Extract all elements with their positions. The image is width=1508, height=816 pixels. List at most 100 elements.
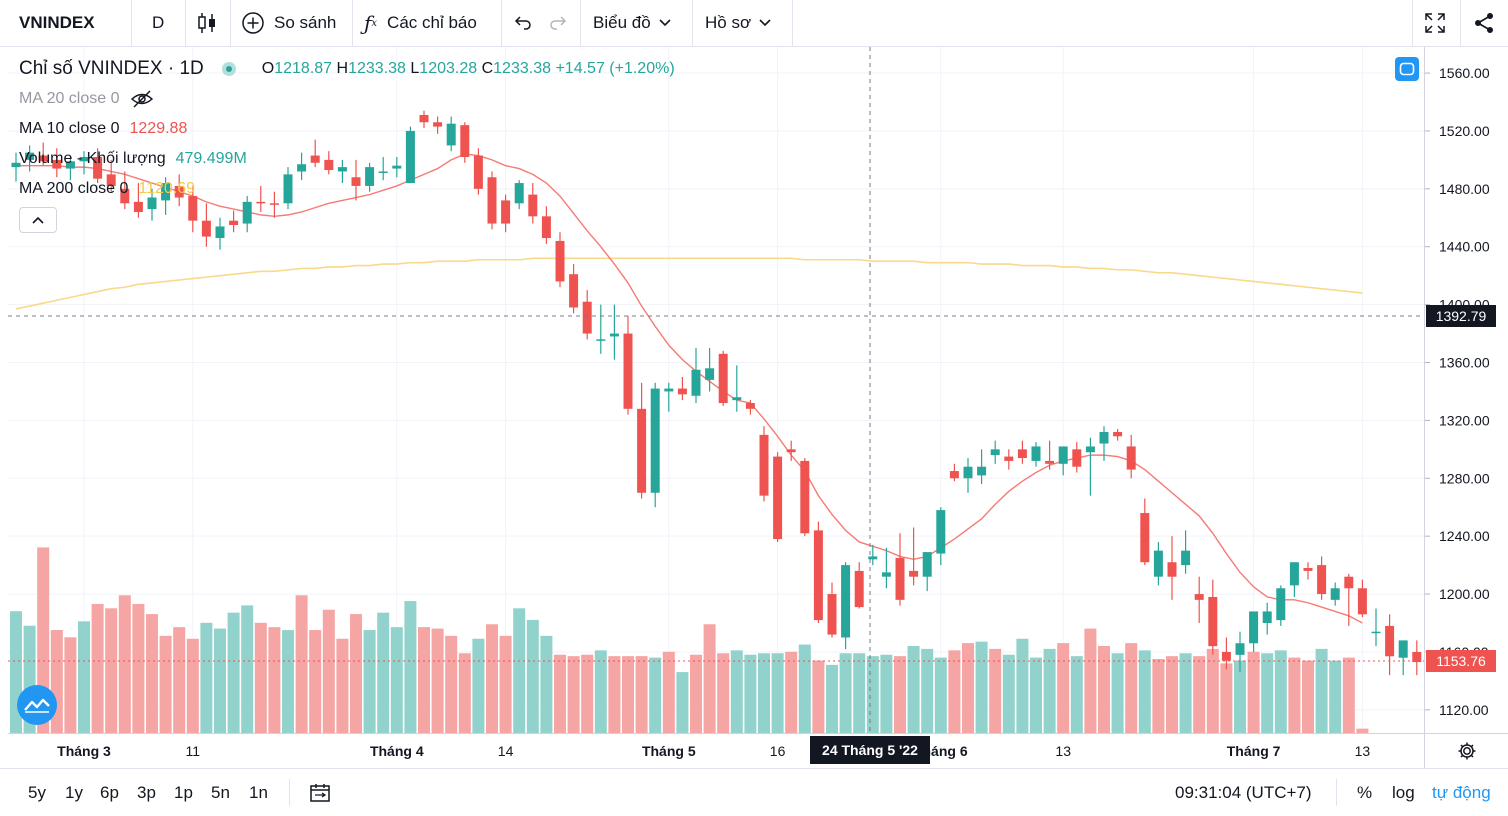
chart-pane[interactable] — [8, 47, 1435, 733]
ma10-value: 1229.88 — [129, 120, 188, 137]
volume-bar — [268, 627, 281, 733]
toolbar-divider — [185, 0, 186, 46]
candle — [705, 348, 715, 392]
time-scale[interactable]: Tháng 3 11 Tháng 4 14 Tháng 5 16 Tháng 6 13 Thán… — [8, 734, 1424, 768]
volume-legend[interactable]: Volume - Khối lượng 479.499M — [19, 148, 247, 170]
toolbar-divider — [501, 0, 502, 46]
log-scale-button[interactable]: log — [1392, 782, 1415, 802]
candle-body — [528, 194, 538, 217]
profile-menu-button[interactable]: Hồ sơ — [705, 0, 771, 46]
candle-body — [841, 565, 851, 638]
share-button[interactable] — [1473, 0, 1495, 46]
price-scale[interactable]: 1120.001160.001200.001240.001280.001320.… — [1425, 47, 1508, 733]
candle — [283, 167, 293, 210]
time-tick-label: 13 — [1355, 743, 1371, 759]
time-axis[interactable]: Tháng 3 11 Tháng 4 14 Tháng 5 16 Tháng 6 13 Thán… — [8, 733, 1424, 768]
symbol-search[interactable]: VNINDEX — [19, 13, 95, 32]
bottom-divider — [289, 779, 290, 806]
candle — [813, 521, 823, 624]
hidden-eye-icon[interactable] — [130, 90, 154, 108]
volume-bar — [649, 657, 662, 733]
volume-bar — [377, 612, 390, 733]
low-label: L — [410, 60, 420, 77]
volume-bar — [771, 653, 784, 733]
ohlc-values: O1218.87 H1233.38 L1203.28 C1233.38 +14.… — [262, 60, 675, 78]
candle-body — [773, 456, 783, 540]
ma200-legend[interactable]: MA 200 close 0 1120.69 — [19, 178, 195, 200]
ma20-legend[interactable]: MA 20 close 0 — [19, 88, 154, 110]
clock-display[interactable]: 09:31:04 (UTC+7) — [1175, 782, 1312, 802]
compare-button[interactable]: So sánh — [241, 0, 336, 46]
price-tick-label: 1320.00 — [1439, 412, 1490, 428]
candle — [1167, 536, 1177, 600]
go-to-date-button[interactable] — [309, 769, 331, 816]
range-6m-button[interactable]: 6p — [100, 782, 119, 802]
chart-style-button[interactable] — [196, 0, 218, 46]
candle — [38, 142, 48, 166]
redo-button[interactable] — [548, 0, 568, 46]
volume-bar — [1179, 653, 1192, 733]
undo-button[interactable] — [513, 0, 533, 46]
gear-icon — [1457, 741, 1477, 761]
volume-bar — [363, 630, 376, 733]
collapse-legend-button[interactable] — [19, 207, 57, 233]
volume-bar — [309, 630, 322, 733]
candle — [378, 156, 388, 181]
chart-settings-button[interactable] — [1424, 733, 1508, 768]
range-3m-button[interactable]: 3p — [137, 782, 156, 802]
candle-body — [215, 226, 225, 239]
candle — [1153, 541, 1163, 586]
auto-scale-button[interactable]: tự động — [1432, 782, 1491, 802]
volume-bar — [227, 612, 240, 733]
volume-bar — [499, 635, 512, 733]
candle-body — [732, 397, 742, 401]
volume-bar — [200, 622, 213, 733]
price-chart[interactable] — [8, 47, 1435, 733]
interval-button[interactable]: D — [152, 13, 165, 32]
change-value: +14.57 (+1.20%) — [555, 60, 675, 77]
price-axis[interactable]: 1120.001160.001200.001240.001280.001320.… — [1424, 47, 1508, 733]
volume-bar — [975, 641, 988, 733]
candle — [133, 183, 143, 218]
candle — [269, 191, 279, 218]
chart-mode-button[interactable] — [1395, 57, 1419, 81]
ma10-label: MA 10 close 0 — [19, 120, 120, 137]
candle-body — [392, 165, 402, 169]
fullscreen-button[interactable] — [1424, 0, 1446, 46]
candle-body — [990, 449, 1000, 456]
range-5y-button[interactable]: 5y — [28, 782, 46, 802]
candle — [52, 148, 62, 178]
candle-body — [1344, 576, 1354, 589]
range-5d-button[interactable]: 5n — [211, 782, 230, 802]
candle — [555, 232, 565, 288]
candle — [392, 156, 402, 178]
range-1m-button[interactable]: 1p — [174, 782, 193, 802]
time-tick-label: Tháng 7 — [1227, 743, 1281, 759]
volume-bar — [758, 653, 770, 733]
candle — [1194, 576, 1204, 624]
bottom-divider — [1336, 779, 1337, 806]
tradingview-logo[interactable] — [17, 685, 57, 725]
volume-bar — [1356, 728, 1369, 733]
volume-bar — [1193, 656, 1206, 733]
volume-bar — [472, 638, 485, 733]
range-1y-button[interactable]: 1y — [65, 782, 83, 802]
volume-bar — [1166, 656, 1178, 733]
candle — [460, 122, 470, 163]
price-tick-label: 1240.00 — [1439, 528, 1490, 544]
candle-body — [256, 201, 266, 204]
candle — [922, 552, 932, 592]
volume-bar — [241, 605, 254, 733]
ma10-legend[interactable]: MA 10 close 0 1229.88 — [19, 118, 187, 140]
candle-body — [1412, 651, 1422, 663]
redo-icon — [548, 13, 568, 33]
open-label: O — [261, 60, 275, 77]
chart-menu-button[interactable]: Biểu đồ — [593, 0, 671, 46]
candle-body — [501, 200, 511, 224]
percent-scale-button[interactable]: % — [1357, 782, 1373, 802]
candle — [201, 203, 211, 247]
range-1d-button[interactable]: 1n — [249, 782, 268, 802]
volume-bar — [105, 608, 118, 733]
candle — [1072, 442, 1082, 473]
